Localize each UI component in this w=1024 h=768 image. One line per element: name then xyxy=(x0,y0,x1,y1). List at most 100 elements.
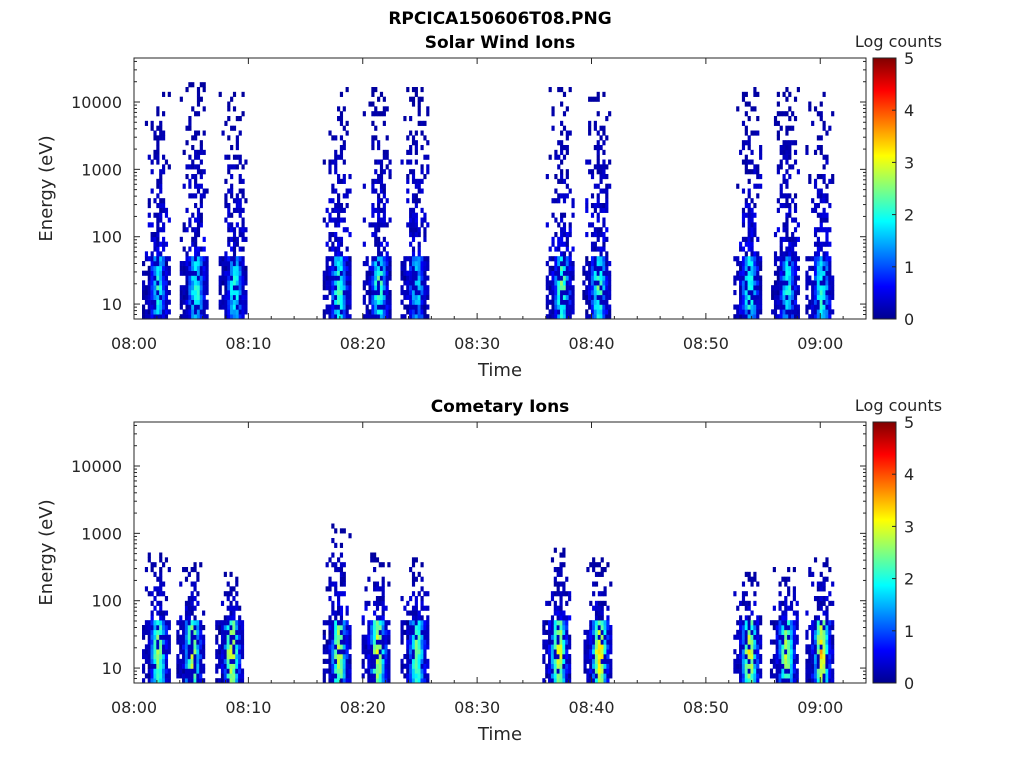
heatmap-cell xyxy=(238,668,242,674)
heatmap-cell xyxy=(337,198,341,204)
heatmap-cell xyxy=(188,82,192,88)
heatmap-cell xyxy=(229,673,233,679)
heatmap-cell xyxy=(339,629,344,635)
heatmap-cell xyxy=(420,605,424,611)
heatmap-cell xyxy=(371,87,375,93)
heatmap-cell xyxy=(185,227,189,233)
heatmap-cell xyxy=(345,87,349,93)
heatmap-cell xyxy=(382,280,386,286)
heatmap-cell xyxy=(593,299,597,305)
heatmap-cell xyxy=(348,533,352,539)
heatmap-cell xyxy=(156,149,160,155)
heatmap-cell xyxy=(411,135,416,141)
heatmap-cell xyxy=(753,663,757,669)
heatmap-cell xyxy=(741,222,746,228)
heatmap-cell xyxy=(153,212,157,218)
heatmap-cell xyxy=(805,280,809,286)
heatmap-cell xyxy=(144,256,149,262)
heatmap-cell xyxy=(331,668,335,674)
heatmap-cell xyxy=(559,673,563,679)
heatmap-cell xyxy=(144,285,149,291)
heatmap-cell xyxy=(378,625,382,631)
heatmap-cell xyxy=(414,610,418,616)
heatmap-cell xyxy=(227,188,231,194)
heatmap-cell xyxy=(568,285,572,291)
heatmap-cell xyxy=(828,600,832,606)
heatmap-cell xyxy=(784,605,788,611)
heatmap-cell xyxy=(339,270,344,276)
heatmap-cell xyxy=(423,217,427,223)
heatmap-cell xyxy=(342,649,346,655)
heatmap-cell xyxy=(417,299,421,305)
heatmap-cell xyxy=(596,270,600,276)
heatmap-cell xyxy=(602,169,606,175)
heatmap-cell xyxy=(565,285,569,291)
heatmap-cell xyxy=(811,198,815,204)
heatmap-cell xyxy=(375,620,380,626)
heatmap-cell xyxy=(409,169,413,175)
heatmap-cell xyxy=(747,634,751,640)
heatmap-cell xyxy=(789,649,794,655)
heatmap-cell xyxy=(334,207,338,213)
heatmap-cell xyxy=(808,314,812,320)
heatmap-cell xyxy=(592,567,596,573)
heatmap-cell xyxy=(776,135,780,141)
heatmap-cell xyxy=(400,270,404,276)
heatmap-cell xyxy=(230,212,234,218)
heatmap-cell xyxy=(196,629,200,635)
heatmap-cell xyxy=(193,581,197,587)
heatmap-cell xyxy=(548,600,552,606)
heatmap-cell xyxy=(331,309,335,315)
heatmap-cell xyxy=(147,557,151,563)
heatmap-cell xyxy=(747,217,751,223)
heatmap-cell xyxy=(188,125,192,131)
heatmap-cell xyxy=(176,668,180,674)
heatmap-cell xyxy=(590,280,595,286)
heatmap-cell xyxy=(142,625,146,631)
heatmap-cell xyxy=(345,629,349,635)
heatmap-cell xyxy=(414,145,418,151)
heatmap-cell xyxy=(411,581,416,587)
heatmap-cell xyxy=(792,629,796,635)
heatmap-cell xyxy=(417,251,421,257)
heatmap-cell xyxy=(741,261,746,267)
heatmap-cell xyxy=(813,658,818,664)
heatmap-cell xyxy=(776,101,780,107)
heatmap-cell xyxy=(232,304,237,310)
heatmap-cell xyxy=(816,212,820,218)
heatmap-cell xyxy=(559,634,563,640)
heatmap-cell xyxy=(159,198,163,204)
heatmap-cell xyxy=(409,309,413,315)
heatmap-cell xyxy=(788,251,792,257)
heatmap-cell xyxy=(769,639,774,645)
heatmap-cell xyxy=(828,625,832,631)
heatmap-cell xyxy=(188,309,192,315)
heatmap-cell xyxy=(159,265,163,271)
heatmap-cell xyxy=(819,634,823,640)
heatmap-cell xyxy=(196,275,201,281)
heatmap-cell xyxy=(156,625,160,631)
heatmap-cell xyxy=(420,299,424,305)
heatmap-cell xyxy=(176,620,180,626)
heatmap-cell xyxy=(819,198,823,204)
heatmap-cell xyxy=(551,212,555,218)
heatmap-cell xyxy=(388,299,392,305)
heatmap-cell xyxy=(822,299,826,305)
heatmap-cell xyxy=(593,246,597,252)
heatmap-cell xyxy=(164,280,169,286)
heatmap-cell xyxy=(773,299,778,305)
heatmap-cell xyxy=(409,270,413,276)
heatmap-cell xyxy=(825,557,829,563)
heatmap-cell xyxy=(739,285,743,291)
heatmap-cell xyxy=(756,620,760,626)
heatmap-cell xyxy=(144,294,149,300)
heatmap-cell xyxy=(345,290,349,296)
heatmap-cell xyxy=(562,251,567,257)
heatmap-cell xyxy=(791,309,795,315)
heatmap-cell xyxy=(339,552,344,558)
heatmap-cell xyxy=(374,265,378,271)
heatmap-cell xyxy=(592,654,596,660)
heatmap-cell xyxy=(226,625,230,631)
heatmap-cell xyxy=(334,188,338,194)
heatmap-cell xyxy=(739,654,743,660)
